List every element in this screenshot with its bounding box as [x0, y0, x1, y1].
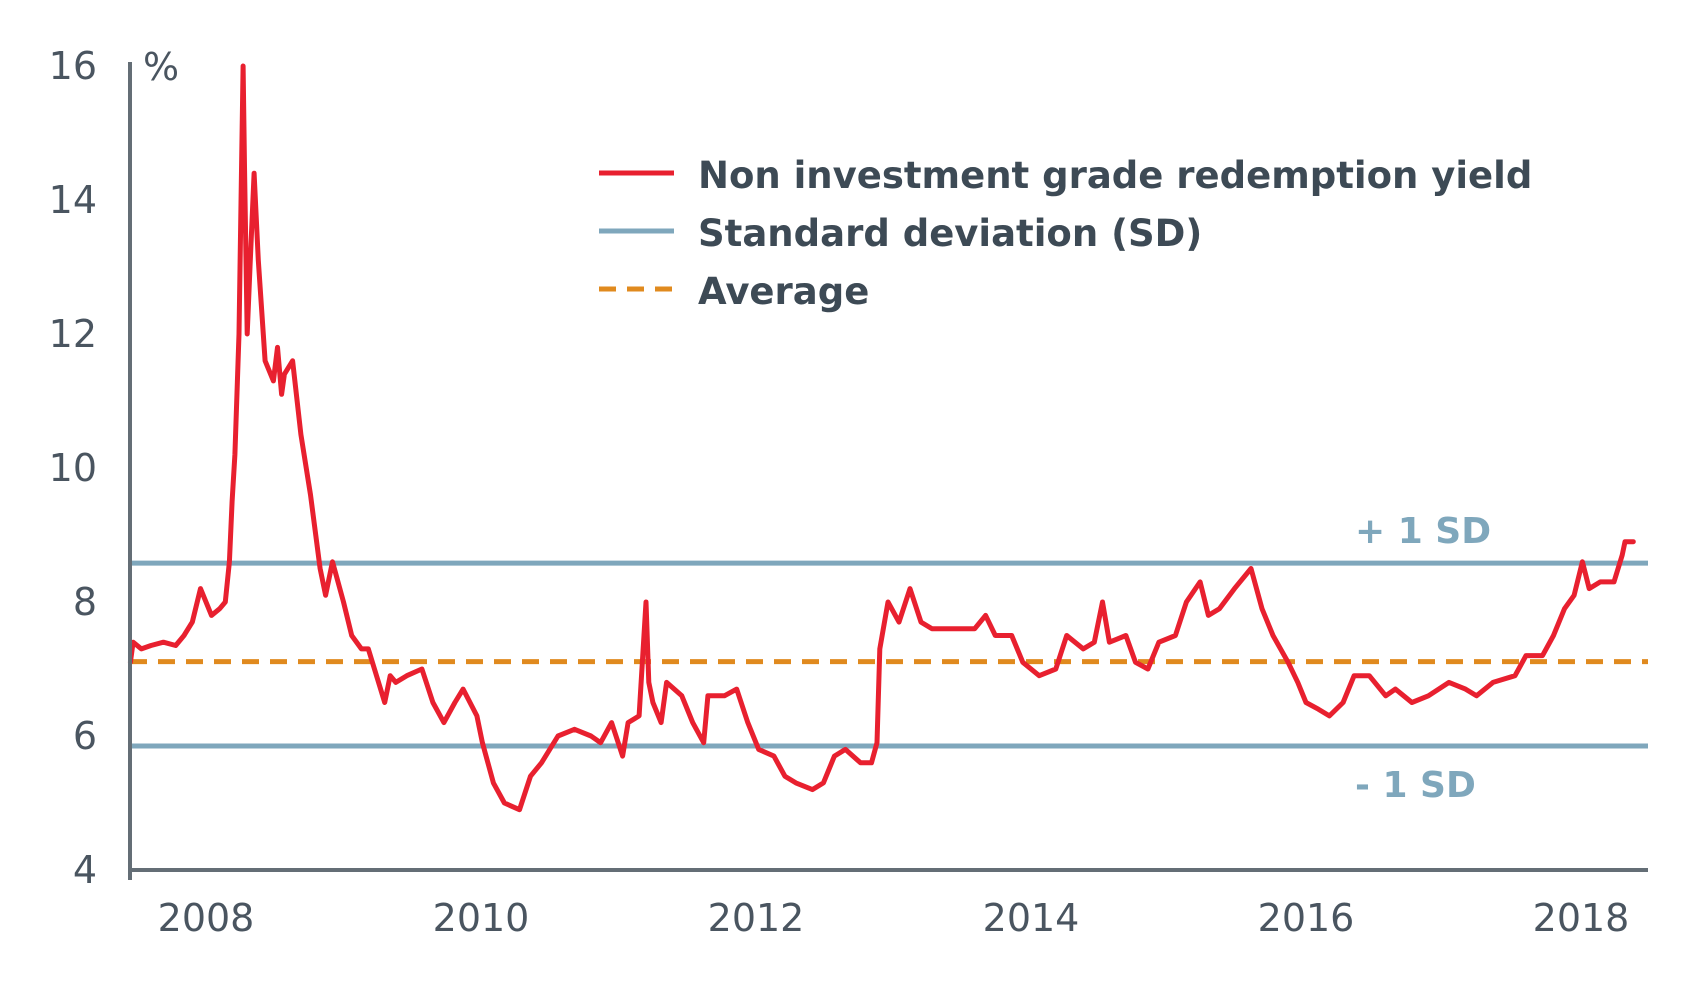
x-tick-label: 2016: [1258, 896, 1355, 940]
y-tick-label: 4: [73, 848, 97, 892]
y-tick-label: 12: [49, 312, 97, 356]
legend-label-yield: Non investment grade redemption yield: [698, 154, 1532, 197]
legend: Non investment grade redemption yield St…: [599, 154, 1532, 313]
legend-label-average: Average: [698, 270, 869, 313]
x-tick-label: 2018: [1533, 896, 1630, 940]
y-axis-unit: %: [143, 45, 179, 89]
y-tick-label: 16: [49, 44, 97, 88]
minus-sd-label: - 1 SD: [1355, 765, 1476, 806]
yield-series-line: [127, 63, 1636, 813]
plus-sd-label: + 1 SD: [1355, 511, 1491, 552]
x-tick-label: 2014: [983, 896, 1080, 940]
y-tick-label: 10: [49, 446, 97, 490]
legend-label-sd: Standard deviation (SD): [698, 212, 1202, 255]
y-tick-label: 14: [49, 178, 97, 222]
x-tick-label: 2012: [708, 896, 805, 940]
y-tick-label: 6: [73, 714, 97, 758]
y-tick-label: 8: [73, 580, 97, 624]
x-tick-label: 2008: [158, 896, 255, 940]
x-tick-label: 2010: [433, 896, 530, 940]
